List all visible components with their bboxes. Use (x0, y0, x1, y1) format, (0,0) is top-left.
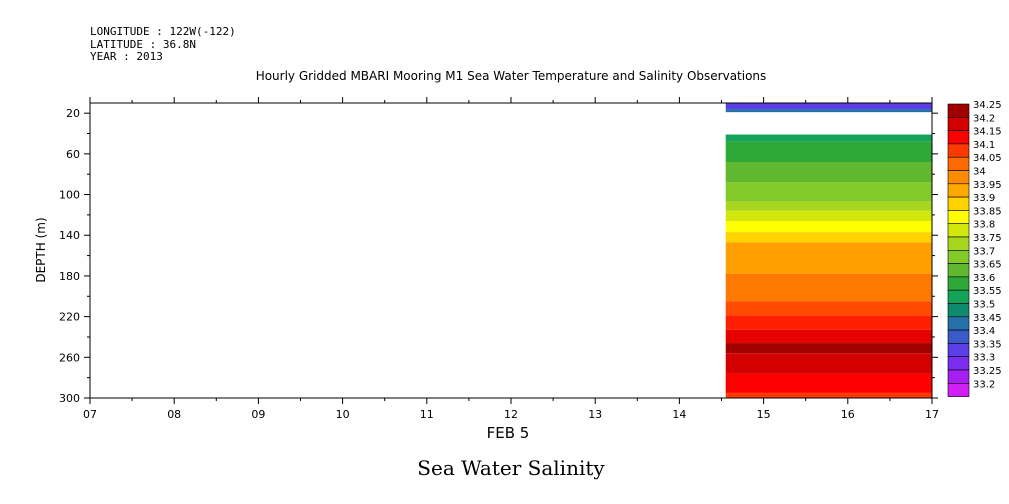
colorbar-swatch (947, 236, 970, 251)
x-axis-label: FEB 5 (487, 424, 530, 442)
colorbar-label: 34.1 (973, 140, 995, 151)
colorbar-swatch (947, 130, 970, 145)
salinity-band-15 (725, 343, 932, 354)
salinity-band-7 (725, 210, 932, 221)
colorbar-label: 33.6 (973, 273, 995, 284)
colorbar-label: 33.8 (973, 220, 995, 231)
colorbar-swatch (947, 263, 970, 278)
chart-title: Hourly Gridded MBARI Mooring M1 Sea Wate… (256, 69, 767, 83)
salinity-band-10 (725, 242, 932, 274)
colorbar-label: 33.85 (973, 206, 1002, 217)
colorbar-swatch (947, 343, 970, 357)
colorbar-swatch (947, 329, 970, 344)
y-tick-label: 300 (59, 392, 80, 405)
colorbar-swatch (947, 316, 970, 331)
x-tick-label: 11 (420, 408, 434, 421)
y-tick-label: 140 (59, 229, 80, 242)
x-tick-label: 12 (504, 408, 518, 421)
x-tick-label: 07 (83, 408, 97, 421)
colorbar-label: 33.75 (973, 233, 1002, 244)
salinity-band-4 (725, 162, 932, 183)
axes: 07 08 09 10 11 12 13 14 15 16 17 20 60 100 140 180 220 26… (59, 97, 939, 421)
colorbar-swatch (947, 170, 970, 185)
salinity-band-14 (725, 329, 932, 344)
x-tick-label: 08 (167, 408, 181, 421)
colorbar-swatch (947, 183, 970, 198)
salinity-band-11 (725, 273, 932, 302)
colorbar-swatch (947, 117, 970, 131)
salinity-band-16 (725, 353, 932, 374)
salinity-band-3 (725, 141, 932, 162)
colorbar-label: 33.95 (973, 180, 1002, 191)
colorbar-swatch (947, 196, 970, 211)
colorbar-label: 34 (973, 167, 986, 178)
colorbar-label: 33.3 (973, 353, 995, 364)
y-tick-label: 100 (59, 189, 80, 202)
colorbar-label: 33.5 (973, 300, 995, 311)
latitude-label: LATITUDE : 36.8N (90, 38, 196, 51)
colorbar-swatch (947, 356, 970, 371)
colorbar-swatch (947, 223, 970, 238)
y-axis-label: DEPTH (m) (34, 217, 48, 282)
x-tick-label: 13 (588, 408, 602, 421)
data-bands (725, 103, 932, 398)
colorbar-swatch (947, 289, 970, 304)
colorbar-swatch (947, 382, 970, 397)
x-tick-label: 10 (336, 408, 350, 421)
x-tick-label: 17 (925, 408, 939, 421)
colorbar-label: 34.15 (973, 127, 1002, 138)
colorbar-label: 33.2 (973, 379, 995, 390)
salinity-band-0 (725, 103, 932, 110)
colorbar-swatch (947, 210, 970, 224)
colorbar-label: 34.2 (973, 113, 995, 124)
y-tick-label: 180 (59, 270, 80, 283)
y-tick-label: 260 (59, 351, 80, 364)
salinity-band-12 (725, 301, 932, 316)
longitude-label: LONGITUDE : 122W(-122) (90, 25, 236, 38)
colorbar-label: 33.7 (973, 246, 995, 257)
colorbar-label: 33.25 (973, 366, 1002, 377)
y-tick-label: 60 (66, 148, 80, 161)
salinity-band-6 (725, 201, 932, 211)
salinity-band-2 (725, 134, 932, 142)
colorbar-label: 33.35 (973, 339, 1002, 350)
bottom-title: Sea Water Salinity (417, 456, 605, 480)
salinity-band-1 (725, 109, 932, 113)
x-tick-label: 15 (757, 408, 771, 421)
colorbar-swatch (947, 143, 970, 158)
x-tick-label: 09 (251, 408, 265, 421)
colorbar-swatch (947, 250, 970, 264)
colorbar-swatch (947, 369, 970, 384)
colorbar: 34.25 34.2 34.15 34.1 34.05 34 33.95 33.9 33.85 3… (947, 100, 1002, 397)
salinity-band-9 (725, 232, 932, 243)
colorbar-label: 34.25 (973, 100, 1002, 111)
x-tick-label: 14 (672, 408, 686, 421)
colorbar-label: 33.4 (973, 326, 995, 337)
colorbar-swatch (947, 103, 970, 118)
colorbar-swatch (947, 276, 970, 291)
x-tick-label: 16 (841, 408, 855, 421)
y-tick-label: 20 (66, 107, 80, 120)
colorbar-label: 33.55 (973, 286, 1002, 297)
salinity-band-8 (725, 221, 932, 233)
year-label: YEAR : 2013 (90, 50, 163, 63)
salinity-band-13 (725, 315, 932, 330)
colorbar-label: 34.05 (973, 153, 1002, 164)
colorbar-swatch (947, 156, 970, 171)
colorbar-label: 33.45 (973, 313, 1002, 324)
colorbar-label: 33.9 (973, 193, 995, 204)
salinity-band-17 (725, 373, 932, 393)
y-tick-label: 220 (59, 311, 80, 324)
colorbar-label: 33.65 (973, 260, 1002, 271)
salinity-band-18 (725, 392, 932, 398)
colorbar-swatch (947, 303, 970, 318)
salinity-band-5 (725, 182, 932, 202)
